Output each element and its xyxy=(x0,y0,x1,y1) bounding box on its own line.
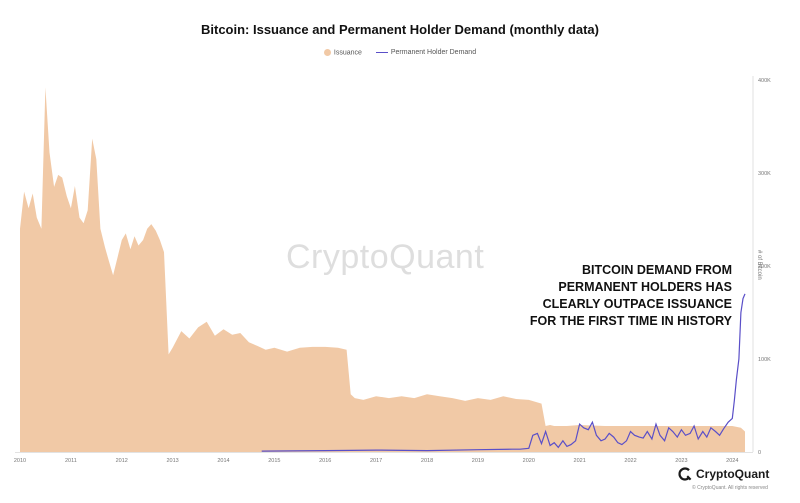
brand-name: CryptoQuant xyxy=(696,467,770,481)
x-tick-label: 2019 xyxy=(472,458,484,464)
y-tick-label: 300K xyxy=(758,171,771,177)
x-tick-label: 2013 xyxy=(167,458,179,464)
x-tick-label: 2018 xyxy=(421,458,433,464)
series-issuance-area[interactable] xyxy=(20,87,745,453)
x-tick-label: 2023 xyxy=(675,458,687,464)
legend-label-issuance: Issuance xyxy=(333,49,362,57)
copyright-text: © CryptoQuant. All rights reserved xyxy=(692,485,768,491)
chart-legend: Issuance Permanent Holder Demand xyxy=(0,49,800,57)
legend-swatch-demand xyxy=(375,51,388,53)
x-tick-label: 2024 xyxy=(726,458,738,464)
y-tick-label: 200K xyxy=(758,264,771,270)
x-tick-label: 2012 xyxy=(116,458,128,464)
x-tick-label: 2011 xyxy=(65,458,77,464)
chart-annotation: BITCOIN DEMAND FROM PERMANENT HOLDERS HA… xyxy=(529,263,732,328)
legend-swatch-issuance xyxy=(323,49,331,56)
x-tick-label: 2017 xyxy=(370,458,382,464)
series-demand-line[interactable] xyxy=(261,293,746,452)
y-tick-label: 400K xyxy=(758,78,771,84)
x-tick-label: 2016 xyxy=(319,458,331,464)
chart-title: Bitcoin: Issuance and Permanent Holder D… xyxy=(200,22,599,37)
brand: CryptoQuant xyxy=(678,467,769,481)
x-tick-label: 2010 xyxy=(14,458,26,464)
x-tick-label: 2014 xyxy=(217,458,229,464)
legend-label-demand: Permanent Holder Demand xyxy=(390,49,477,57)
y-tick-label: 0 xyxy=(758,450,761,456)
watermark: CryptoQuant xyxy=(286,238,485,276)
x-tick-label: 2022 xyxy=(624,458,636,464)
x-tick-label: 2015 xyxy=(268,458,280,464)
y-axis-label: # of Bitcoin xyxy=(756,250,762,280)
legend-item-demand[interactable]: Permanent Holder Demand xyxy=(375,49,477,57)
x-tick-label: 2021 xyxy=(574,458,586,464)
cryptoquant-logo-icon xyxy=(678,467,692,481)
y-tick-label: 100K xyxy=(758,357,771,363)
x-tick-label: 2020 xyxy=(523,458,535,464)
legend-item-issuance[interactable]: Issuance xyxy=(323,49,362,57)
